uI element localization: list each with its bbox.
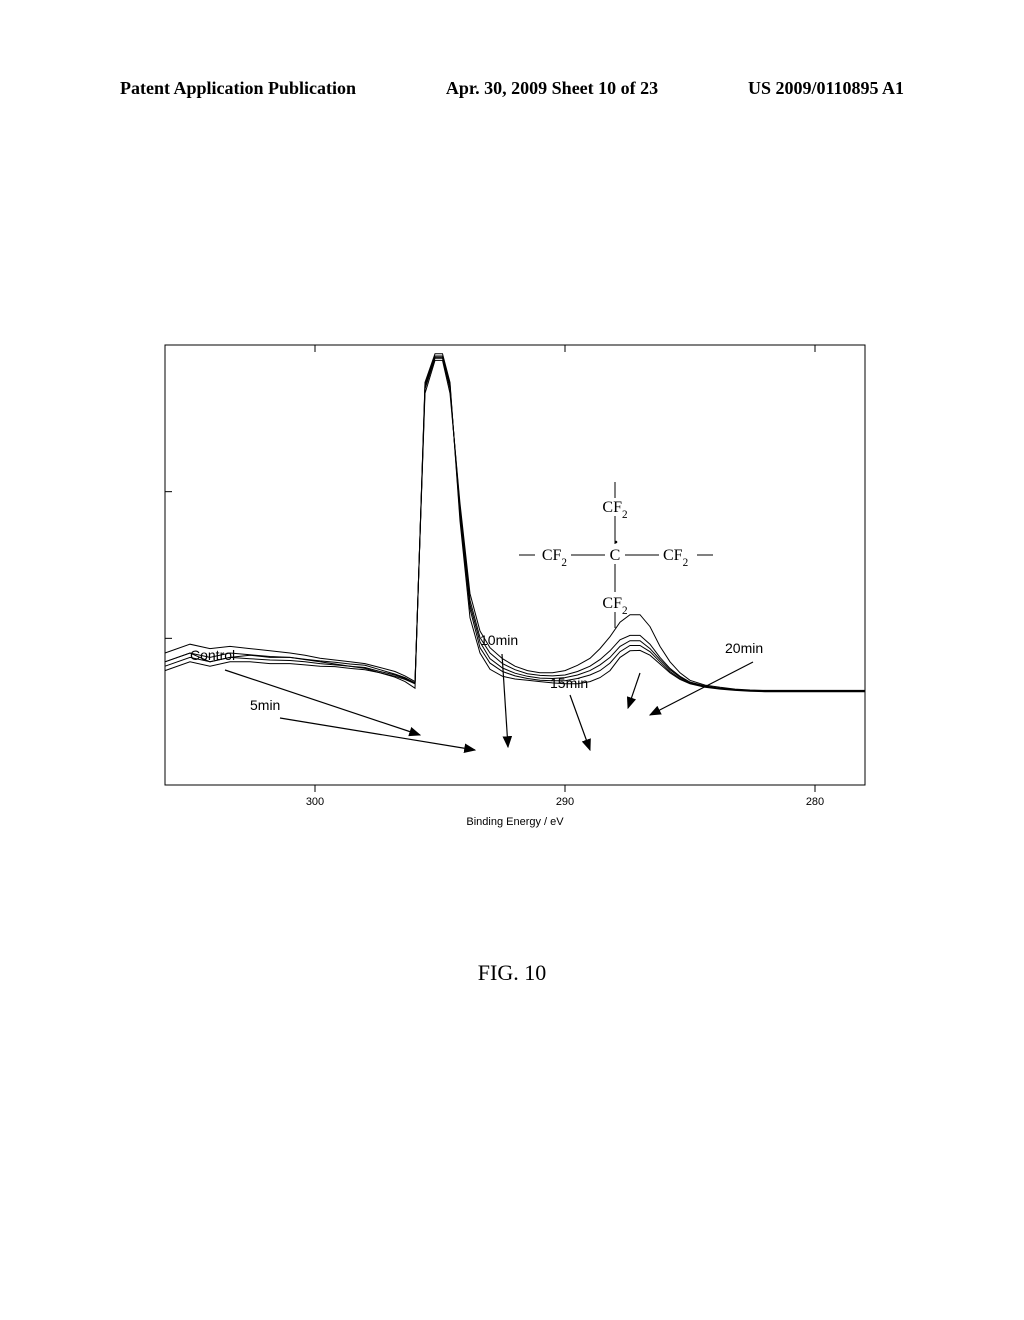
svg-text:280: 280 — [806, 796, 824, 808]
page-header: Patent Application Publication Apr. 30, … — [0, 78, 1024, 99]
svg-text:10min: 10min — [480, 632, 518, 648]
svg-text:300: 300 — [306, 796, 324, 808]
svg-text:C: C — [610, 547, 621, 564]
svg-text:Control: Control — [190, 647, 235, 663]
header-publication: Patent Application Publication — [120, 78, 356, 99]
svg-text:20min: 20min — [725, 640, 763, 656]
figure-10: 300 290 280 Binding Energy / eV Control 5min 1… — [145, 340, 885, 830]
svg-text:Binding Energy / eV: Binding Energy / eV — [466, 816, 564, 828]
header-docnumber: US 2009/0110895 A1 — [748, 78, 904, 99]
header-sheet: Apr. 30, 2009 Sheet 10 of 23 — [446, 78, 658, 99]
xps-spectrum-chart: 300 290 280 Binding Energy / eV Control 5min 1… — [145, 340, 885, 830]
figure-caption: FIG. 10 — [0, 960, 1024, 986]
svg-text:290: 290 — [556, 796, 574, 808]
svg-text:15min: 15min — [550, 675, 588, 691]
svg-text:5min: 5min — [250, 697, 280, 713]
